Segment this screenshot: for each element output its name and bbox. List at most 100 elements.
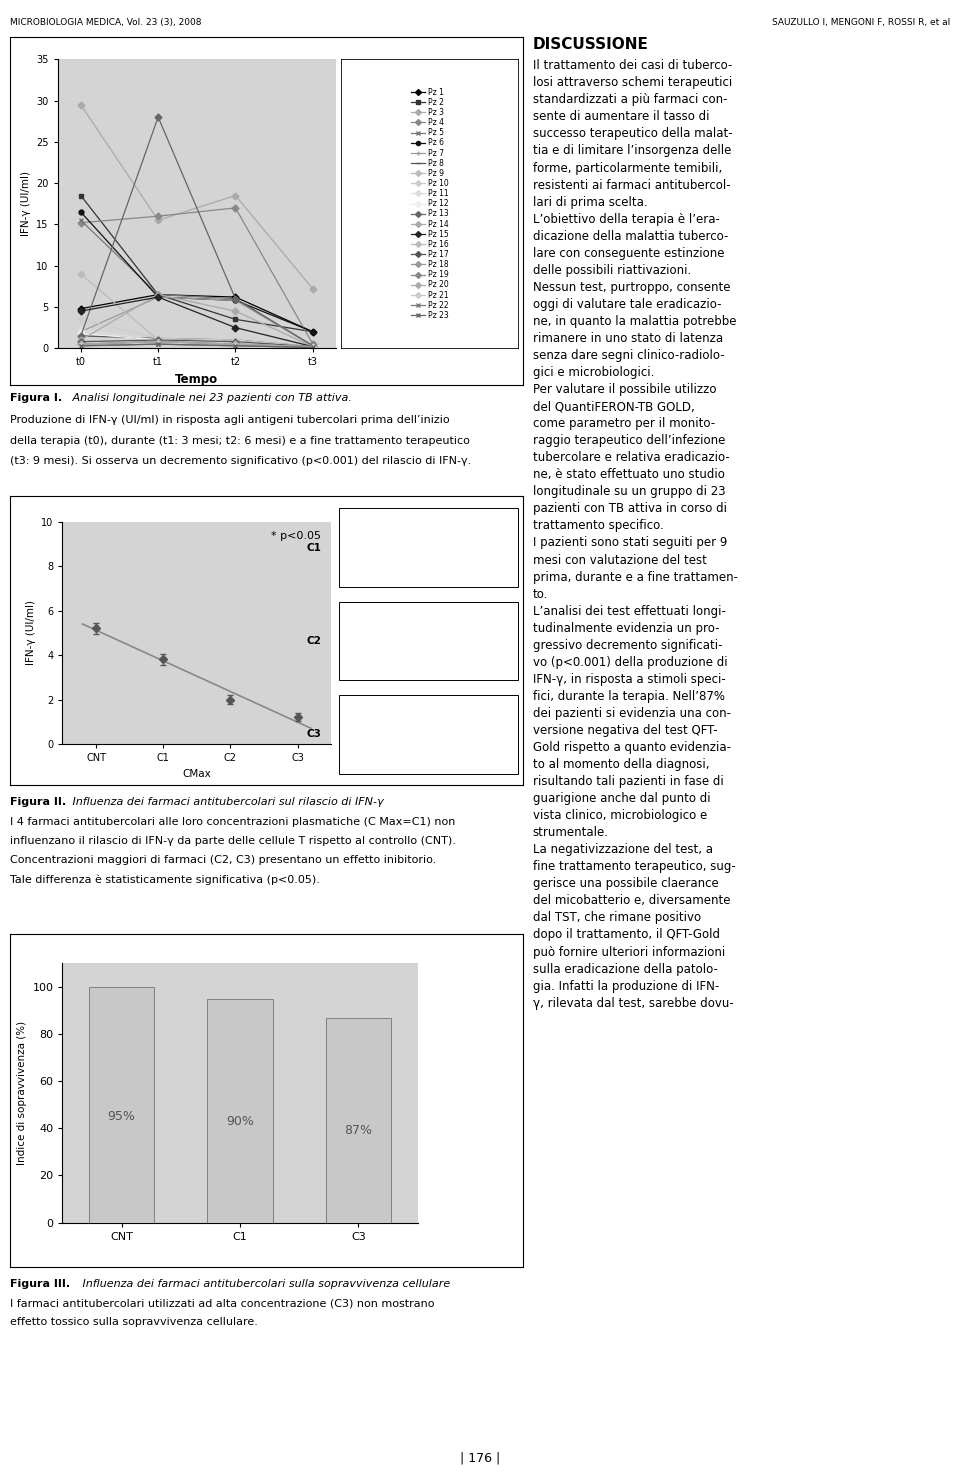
Text: influenzano il rilascio di IFN-γ da parte delle cellule T rispetto al controllo : influenzano il rilascio di IFN-γ da part… — [10, 836, 455, 846]
Pz 7 — [307, 336, 319, 354]
Text: vista clinico, microbiologico e: vista clinico, microbiologico e — [533, 809, 708, 823]
Pz 8 — [75, 328, 86, 345]
Pz 22 — [75, 336, 86, 354]
Pz 12 — [229, 333, 241, 351]
Line: Pz 3: Pz 3 — [79, 102, 315, 292]
Text: delle possibili riattivazioni.: delle possibili riattivazioni. — [533, 264, 691, 277]
Pz 22 — [307, 338, 319, 356]
Text: Nessun test, purtroppo, consente: Nessun test, purtroppo, consente — [533, 282, 731, 293]
Text: L’analisi dei test effettuati longi-: L’analisi dei test effettuati longi- — [533, 605, 726, 618]
Bar — [89, 987, 155, 1223]
Pz 7 — [75, 323, 86, 341]
Pz 12 — [75, 325, 86, 342]
Line: Pz 22: Pz 22 — [79, 342, 315, 350]
Pz 22 — [229, 336, 241, 354]
Text: RIF  → 7mg/ml: RIF → 7mg/ml — [343, 532, 413, 541]
Text: prima, durante e a fine trattamen-: prima, durante e a fine trattamen- — [533, 571, 738, 584]
Text: IFN-γ, in risposta a stimoli speci-: IFN-γ, in risposta a stimoli speci- — [533, 673, 726, 686]
Text: INH → 10mg/ml: INH → 10mg/ml — [343, 608, 413, 617]
Line: Pz 18: Pz 18 — [79, 339, 315, 350]
Text: C3: C3 — [307, 729, 322, 740]
Line: Pz 23: Pz 23 — [79, 342, 315, 350]
Pz 13 — [229, 290, 241, 308]
Pz 2 — [229, 311, 241, 329]
Legend: Pz 1, Pz 2, Pz 3, Pz 4, Pz 5, Pz 6, Pz 7, Pz 8, Pz 9, Pz 10, Pz 11, Pz 12, Pz 13: Pz 1, Pz 2, Pz 3, Pz 4, Pz 5, Pz 6, Pz 7… — [409, 86, 450, 322]
Text: I farmaci antitubercolari utilizzati ad alta concentrazione (C3) non mostrano: I farmaci antitubercolari utilizzati ad … — [10, 1298, 434, 1309]
Text: resistenti ai farmaci antitubercol-: resistenti ai farmaci antitubercol- — [533, 179, 731, 191]
Pz 9 — [307, 338, 319, 356]
Text: del QuantiFERON-TB GOLD,: del QuantiFERON-TB GOLD, — [533, 400, 694, 413]
Text: Influenza dei farmaci antitubercolari sulla sopravvivenza cellulare: Influenza dei farmaci antitubercolari su… — [79, 1279, 450, 1289]
Text: Il trattamento dei casi di tuberco-: Il trattamento dei casi di tuberco- — [533, 59, 732, 73]
Text: to.: to. — [533, 588, 548, 600]
Text: forme, particolarmente temibili,: forme, particolarmente temibili, — [533, 162, 722, 175]
Pz 14 — [229, 302, 241, 320]
Text: I pazienti sono stati seguiti per 9: I pazienti sono stati seguiti per 9 — [533, 536, 727, 550]
Text: gressivo decremento significati-: gressivo decremento significati- — [533, 639, 722, 652]
Text: (t3: 9 mesi). Si osserva un decremento significativo (p<0.001) del rilascio di I: (t3: 9 mesi). Si osserva un decremento s… — [10, 456, 470, 467]
Text: RIF  → 28mg/ml: RIF → 28mg/ml — [343, 719, 418, 728]
Pz 6 — [75, 203, 86, 221]
Pz 16 — [153, 333, 164, 351]
Pz 21 — [75, 336, 86, 354]
Pz 1 — [75, 299, 86, 317]
Text: L’obiettivo della terapia è l’era-: L’obiettivo della terapia è l’era- — [533, 213, 720, 225]
Text: 87%: 87% — [345, 1123, 372, 1137]
Line: Pz 16: Pz 16 — [79, 339, 315, 350]
Line: Pz 13: Pz 13 — [79, 114, 315, 348]
Text: Produzione di IFN-γ (UI/ml) in risposta agli antigeni tubercolari prima dell’ini: Produzione di IFN-γ (UI/ml) in risposta … — [10, 415, 449, 425]
Pz 3 — [229, 187, 241, 205]
Line: Pz 20: Pz 20 — [79, 339, 315, 350]
Text: strumentale.: strumentale. — [533, 827, 609, 839]
Text: dal TST, che rimane positivo: dal TST, che rimane positivo — [533, 911, 701, 925]
Pz 23 — [229, 336, 241, 354]
Pz 21 — [307, 338, 319, 356]
Pz 8 — [307, 338, 319, 356]
Text: * p<0.05: * p<0.05 — [271, 531, 321, 541]
Pz 8 — [153, 329, 164, 347]
Text: gerisce una possibile claerance: gerisce una possibile claerance — [533, 877, 718, 891]
Pz 19 — [75, 335, 86, 353]
Text: standardizzati a più farmaci con-: standardizzati a più farmaci con- — [533, 93, 728, 107]
Line: Pz 19: Pz 19 — [79, 339, 315, 350]
X-axis label: CMax: CMax — [182, 769, 211, 778]
Text: può fornire ulteriori informazioni: può fornire ulteriori informazioni — [533, 946, 725, 959]
Text: sulla eradicazione della patolo-: sulla eradicazione della patolo- — [533, 963, 718, 975]
Pz 15 — [75, 302, 86, 320]
Line: Pz 2: Pz 2 — [79, 193, 315, 333]
X-axis label: Tempo: Tempo — [176, 373, 218, 385]
Pz 3 — [307, 280, 319, 298]
Text: risultando tali pazienti in fase di: risultando tali pazienti in fase di — [533, 775, 724, 788]
Pz 13 — [307, 336, 319, 354]
Line: Pz 15: Pz 15 — [79, 295, 315, 350]
Pz 4 — [153, 207, 164, 225]
Text: pazienti con TB attiva in corso di: pazienti con TB attiva in corso di — [533, 502, 727, 516]
Line: Pz 9: Pz 9 — [79, 271, 315, 350]
Text: STR → 40mg/ml: STR → 40mg/ml — [343, 566, 413, 575]
Pz 18 — [229, 335, 241, 353]
Pz 9 — [229, 333, 241, 351]
Text: lari di prima scelta.: lari di prima scelta. — [533, 196, 647, 209]
Pz 6 — [307, 323, 319, 341]
Pz 21 — [153, 335, 164, 353]
Pz 6 — [229, 292, 241, 310]
Pz 23 — [75, 336, 86, 354]
Text: Concentrazioni maggiori di farmaci (C2, C3) presentano un effetto inibitorio.: Concentrazioni maggiori di farmaci (C2, … — [10, 855, 436, 865]
Text: mesi con valutazione del test: mesi con valutazione del test — [533, 554, 707, 566]
Line: Pz 4: Pz 4 — [79, 206, 315, 347]
Text: oggi di valutare tale eradicazio-: oggi di valutare tale eradicazio- — [533, 298, 721, 311]
Y-axis label: Indice di sopravvivenza (%): Indice di sopravvivenza (%) — [17, 1021, 27, 1165]
Pz 1 — [229, 288, 241, 305]
Text: gia. Infatti la produzione di IFN-: gia. Infatti la produzione di IFN- — [533, 980, 719, 993]
Pz 10 — [229, 330, 241, 348]
Pz 16 — [307, 338, 319, 356]
Text: ETB → 20mg/ml: ETB → 20mg/ml — [343, 737, 413, 745]
Text: INH → 20mg/ml: INH → 20mg/ml — [343, 701, 413, 710]
Bar — [325, 1018, 391, 1223]
Y-axis label: IFN-γ (UI/ml): IFN-γ (UI/ml) — [26, 600, 36, 665]
Pz 22 — [153, 335, 164, 353]
Pz 5 — [153, 286, 164, 304]
Text: vo (p<0.001) della produzione di: vo (p<0.001) della produzione di — [533, 655, 728, 668]
Pz 19 — [307, 338, 319, 356]
Text: Figura I.: Figura I. — [10, 393, 61, 403]
